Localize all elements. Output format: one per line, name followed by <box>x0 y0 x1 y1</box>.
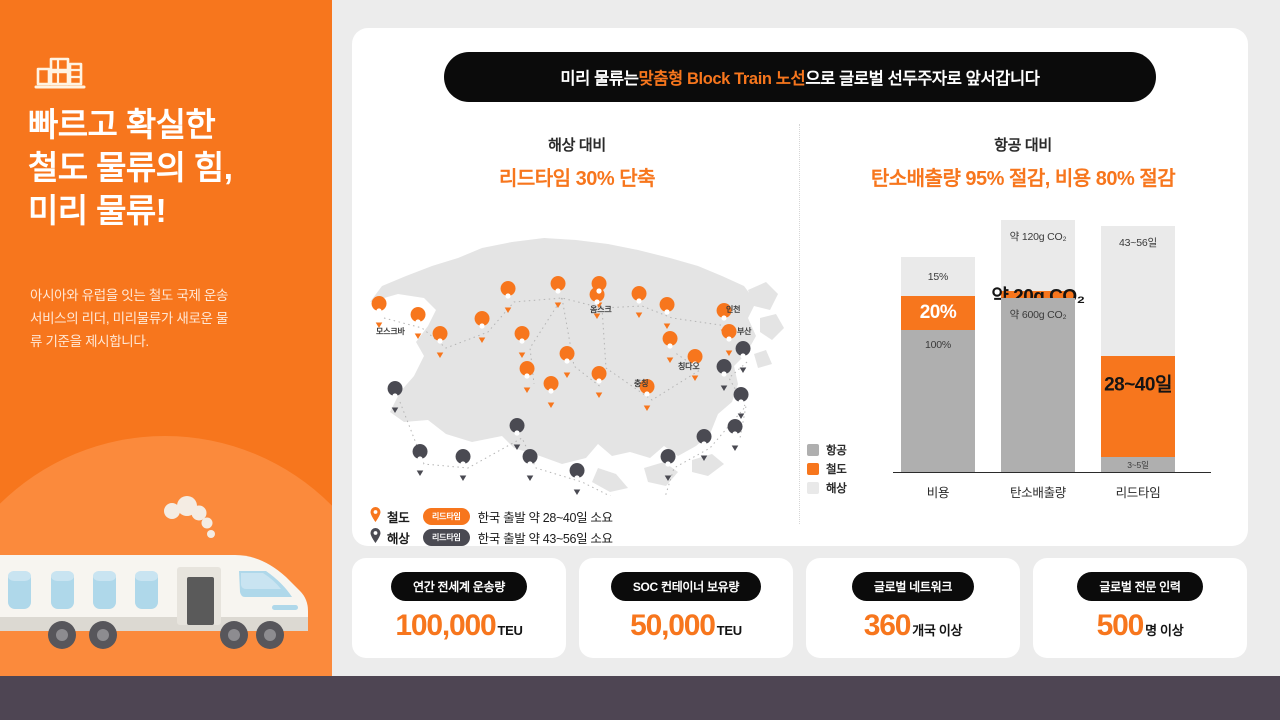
eurasia-route-map: 모스크바 옴스크 인천 부산 칭다오 충칭 <box>362 206 792 496</box>
stat-unit: TEU <box>716 623 742 638</box>
city-label-moscow: 모스크바 <box>376 327 405 336</box>
map-legend-sea-pill: 리드타임 <box>423 529 470 546</box>
x-axis-label-leadtime: 리드타임 <box>1115 486 1161 500</box>
chart-legend-row-air: 항공 <box>807 442 847 458</box>
stat-label: 글로벌 전문 인력 <box>1077 572 1203 601</box>
sea-pins <box>387 341 751 495</box>
stat-unit: 개국 이상 <box>912 623 963 638</box>
stat-value: 50,000 <box>630 609 716 642</box>
banner-text-pre: 미리 물류는 <box>560 70 639 88</box>
bar-label-sea: 15% <box>927 270 949 283</box>
bar-group-carbon: 약 120g CO₂ 약 20g CO₂ 약 600g CO₂ <box>991 220 1085 472</box>
stat-card-global-staff: 글로벌 전문 인력 500 명 이상 <box>1033 558 1247 658</box>
chart-plot-area: 15% 20% 100% 약 120g CO₂ 약 20g CO₂ 약 60 <box>901 210 1203 472</box>
city-label-omsk: 옴스크 <box>590 305 612 314</box>
map-legend-row-rail: 철도 리드타임 한국 출발 약 28~40일 소요 <box>370 506 780 527</box>
bar-segment-air: 3~5일 <box>1101 457 1175 472</box>
legend-label-air: 항공 <box>826 445 847 457</box>
warehouse-icon <box>34 55 86 98</box>
section-divider <box>799 124 800 524</box>
city-label-busan: 부산 <box>737 327 752 336</box>
x-axis-label-carbon: 탄소배출량 <box>1009 486 1066 500</box>
bar-label-sea: 43~56일 <box>1119 236 1157 249</box>
stat-card-annual-volume: 연간 전세계 운송량 100,000 TEU <box>352 558 566 658</box>
bar-group-cost: 15% 20% 100% <box>901 257 975 472</box>
page-title: 빠르고 확실한 철도 물류의 힘, 미리 물류! <box>28 106 233 229</box>
air-section-title: 탄소배출량 95% 절감, 비용 80% 절감 <box>870 168 1176 190</box>
stat-unit: TEU <box>497 623 523 638</box>
legend-label-sea: 해상 <box>826 483 847 495</box>
legend-swatch-air <box>807 444 819 456</box>
stat-card-soc-containers: SOC 컨테이너 보유량 50,000 TEU <box>579 558 793 658</box>
stat-value: 500 <box>1096 609 1145 642</box>
x-axis-label-cost: 비용 <box>926 486 950 500</box>
bar-segment-air: 100% <box>901 330 975 472</box>
chart-legend-row-sea: 해상 <box>807 480 847 496</box>
bar-segment-rail: 28~40일 <box>1101 356 1175 458</box>
bar-segment-sea: 약 120g CO₂ <box>1001 220 1075 291</box>
map-legend-row-sea: 해상 리드타임 한국 출발 약 43~56일 소요 <box>370 527 780 548</box>
stat-value: 100,000 <box>395 609 496 642</box>
stat-label: 연간 전세계 운송량 <box>391 572 527 601</box>
bar-segment-air: 약 600g CO₂ <box>1001 298 1075 472</box>
sea-pin-icon <box>370 527 381 548</box>
bar-label-rail: 28~40일 <box>1104 374 1172 395</box>
bar-label-sea: 약 120g CO₂ <box>1009 231 1067 244</box>
stat-unit: 명 이상 <box>1145 623 1184 638</box>
bar-label-rail: 20% <box>919 302 957 323</box>
map-legend-sea-text: 한국 출발 약 43~56일 소요 <box>477 532 613 546</box>
bar-label-air: 3~5일 <box>1127 459 1149 470</box>
stat-value: 360 <box>863 609 912 642</box>
stat-cards-row: 연간 전세계 운송량 100,000 TEU SOC 컨테이너 보유량 50,0… <box>352 558 1248 658</box>
map-legend: 철도 리드타임 한국 출발 약 28~40일 소요 해상 리드타임 한국 출발 … <box>370 506 780 548</box>
banner-text-post: 으로 글로벌 선두주자로 앞서갑니다 <box>805 70 1040 88</box>
banner-text-highlight: 맞춤형 Block Train 노선 <box>638 70 806 88</box>
stat-label: 글로벌 네트워크 <box>851 572 975 601</box>
air-section-subtitle: 항공 대비 <box>994 137 1052 154</box>
chart-legend: 항공 철도 해상 <box>807 442 847 499</box>
sea-section-title: 리드타임 30% 단축 <box>498 168 656 190</box>
legend-swatch-rail <box>807 463 819 475</box>
brand-panel: 빠르고 확실한 철도 물류의 힘, 미리 물류! 아시아와 유럽을 잇는 철도 … <box>0 0 332 676</box>
stat-label: SOC 컨테이너 보유량 <box>610 572 762 601</box>
bar-segment-rail: 약 20g CO₂ <box>991 286 1085 307</box>
bar-segment-sea: 43~56일 <box>1101 225 1175 357</box>
bar-segment-sea: 15% <box>901 257 975 296</box>
footer-strip <box>0 676 1280 720</box>
city-label-qingdao: 칭다오 <box>678 362 700 371</box>
map-legend-rail-pill: 리드타임 <box>423 508 470 525</box>
map-legend-sea-label: 해상 <box>387 532 410 546</box>
city-label-incheon: 인천 <box>726 305 741 314</box>
map-legend-rail-text: 한국 출발 약 28~40일 소요 <box>477 511 613 525</box>
map-legend-rail-label: 철도 <box>387 511 410 525</box>
main-content-card: 미리 물류는 맞춤형 Block Train 노선 으로 글로벌 선두주자로 앞서… <box>352 28 1248 546</box>
bar-segment-rail: 20% <box>901 295 975 331</box>
legend-swatch-sea <box>807 482 819 494</box>
bar-label-air: 100% <box>924 339 952 352</box>
train-illustration <box>0 479 332 664</box>
rail-pin-icon <box>370 506 381 527</box>
bar-label-air: 약 600g CO₂ <box>1009 309 1067 322</box>
chart-x-axis <box>893 472 1211 473</box>
rail-pins <box>371 276 737 411</box>
stat-card-global-network: 글로벌 네트워크 360 개국 이상 <box>806 558 1020 658</box>
headline-banner: 미리 물류는 맞춤형 Block Train 노선 으로 글로벌 선두주자로 앞서… <box>444 52 1156 102</box>
brand-description: 아시아와 유럽을 잇는 철도 국제 운송 서비스의 리더, 미리물류가 새로운 … <box>30 288 229 350</box>
legend-label-rail: 철도 <box>826 464 847 476</box>
city-label-chongqing: 충칭 <box>634 379 649 388</box>
bar-group-leadtime: 43~56일 28~40일 3~5일 <box>1101 225 1175 472</box>
comparison-bar-chart: 15% 20% 100% 약 120g CO₂ 약 20g CO₂ 약 60 <box>807 210 1232 520</box>
sea-section-subtitle: 해상 대비 <box>548 137 606 154</box>
chart-legend-row-rail: 철도 <box>807 461 847 477</box>
